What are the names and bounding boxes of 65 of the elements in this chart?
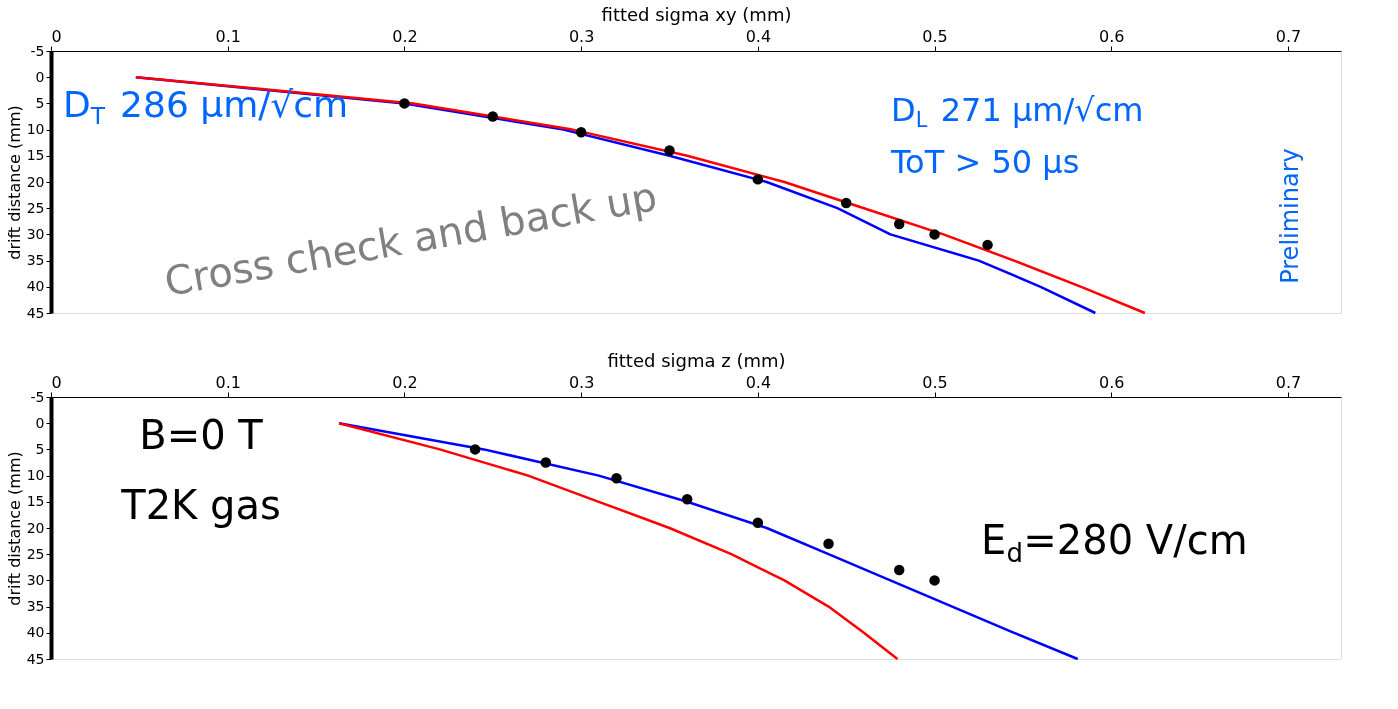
x-axis-title: fitted sigma z (mm): [607, 349, 786, 371]
y-tick-label: 35: [26, 252, 45, 269]
annotation: Cross check and back up: [161, 173, 661, 305]
y-tick-label: 0: [35, 68, 45, 85]
x-tick-label: 0.2: [392, 26, 418, 46]
annotation: ToT > 50 μs: [890, 143, 1080, 181]
x-tick-label: 0.4: [745, 26, 772, 46]
x-axis-title: fitted sigma xy (mm): [601, 3, 792, 25]
y-tick-label: 20: [26, 173, 45, 190]
point: [752, 174, 764, 185]
y-axis-title: drift distance (mm): [4, 451, 24, 606]
point: [929, 575, 940, 586]
x-tick-label: 0.2: [392, 372, 418, 392]
point: [823, 538, 834, 549]
x-tick-label: 0.7: [1275, 26, 1302, 46]
point: [982, 239, 993, 251]
y-tick-label: 45: [26, 304, 45, 321]
y-tick-label: 45: [26, 650, 45, 667]
point: [664, 145, 675, 156]
annotation: B=0 T: [139, 412, 264, 458]
y-tick-label: 35: [26, 598, 45, 615]
point: [893, 218, 905, 230]
y-tick-label: 15: [26, 493, 45, 510]
annotation: T2K gas: [120, 482, 281, 528]
x-tick-label: 0.5: [922, 26, 948, 46]
x-tick-label: 0.7: [1275, 372, 1302, 392]
point: [929, 229, 940, 240]
y-tick-label: 40: [26, 278, 45, 295]
y-tick-label: -5: [30, 388, 45, 405]
x-tick-label: 0: [51, 26, 62, 46]
point: [469, 444, 481, 455]
y-tick-label: 25: [26, 199, 45, 216]
point: [681, 493, 693, 505]
y-tick-label: 20: [26, 519, 45, 536]
x-tick-label: 0.5: [922, 372, 948, 392]
x-tick-label: 0.1: [215, 372, 241, 392]
point: [840, 197, 852, 209]
y-tick-label: 30: [26, 571, 45, 588]
y-tick-label: 30: [26, 225, 45, 242]
x-tick-label: 0.6: [1099, 26, 1125, 46]
y-tick-label: 10: [26, 121, 45, 138]
annotation: Preliminary: [1276, 148, 1304, 284]
y-tick-label: -5: [30, 42, 45, 59]
x-tick-label: 0.4: [745, 372, 772, 392]
y-tick-label: 10: [26, 467, 45, 484]
point: [752, 517, 764, 528]
point: [575, 126, 587, 138]
x-tick-label: 0: [51, 372, 62, 392]
y-tick-label: 5: [35, 94, 45, 111]
y-axis-title: drift distance (mm): [4, 105, 24, 260]
y-tick-label: 25: [26, 545, 45, 562]
x-tick-label: 0.1: [215, 26, 241, 46]
point: [893, 564, 905, 576]
point: [540, 457, 552, 468]
x-tick-label: 0.3: [568, 26, 595, 46]
y-tick-label: 0: [35, 414, 45, 431]
x-tick-label: 0.3: [568, 372, 595, 392]
point: [487, 111, 499, 122]
point: [611, 472, 622, 484]
point: [399, 98, 410, 109]
line-series: [337, 421, 899, 661]
y-tick-label: 15: [26, 147, 45, 164]
x-tick-label: 0.6: [1099, 372, 1125, 392]
y-tick-label: 5: [35, 440, 45, 457]
y-tick-label: 40: [26, 624, 45, 641]
